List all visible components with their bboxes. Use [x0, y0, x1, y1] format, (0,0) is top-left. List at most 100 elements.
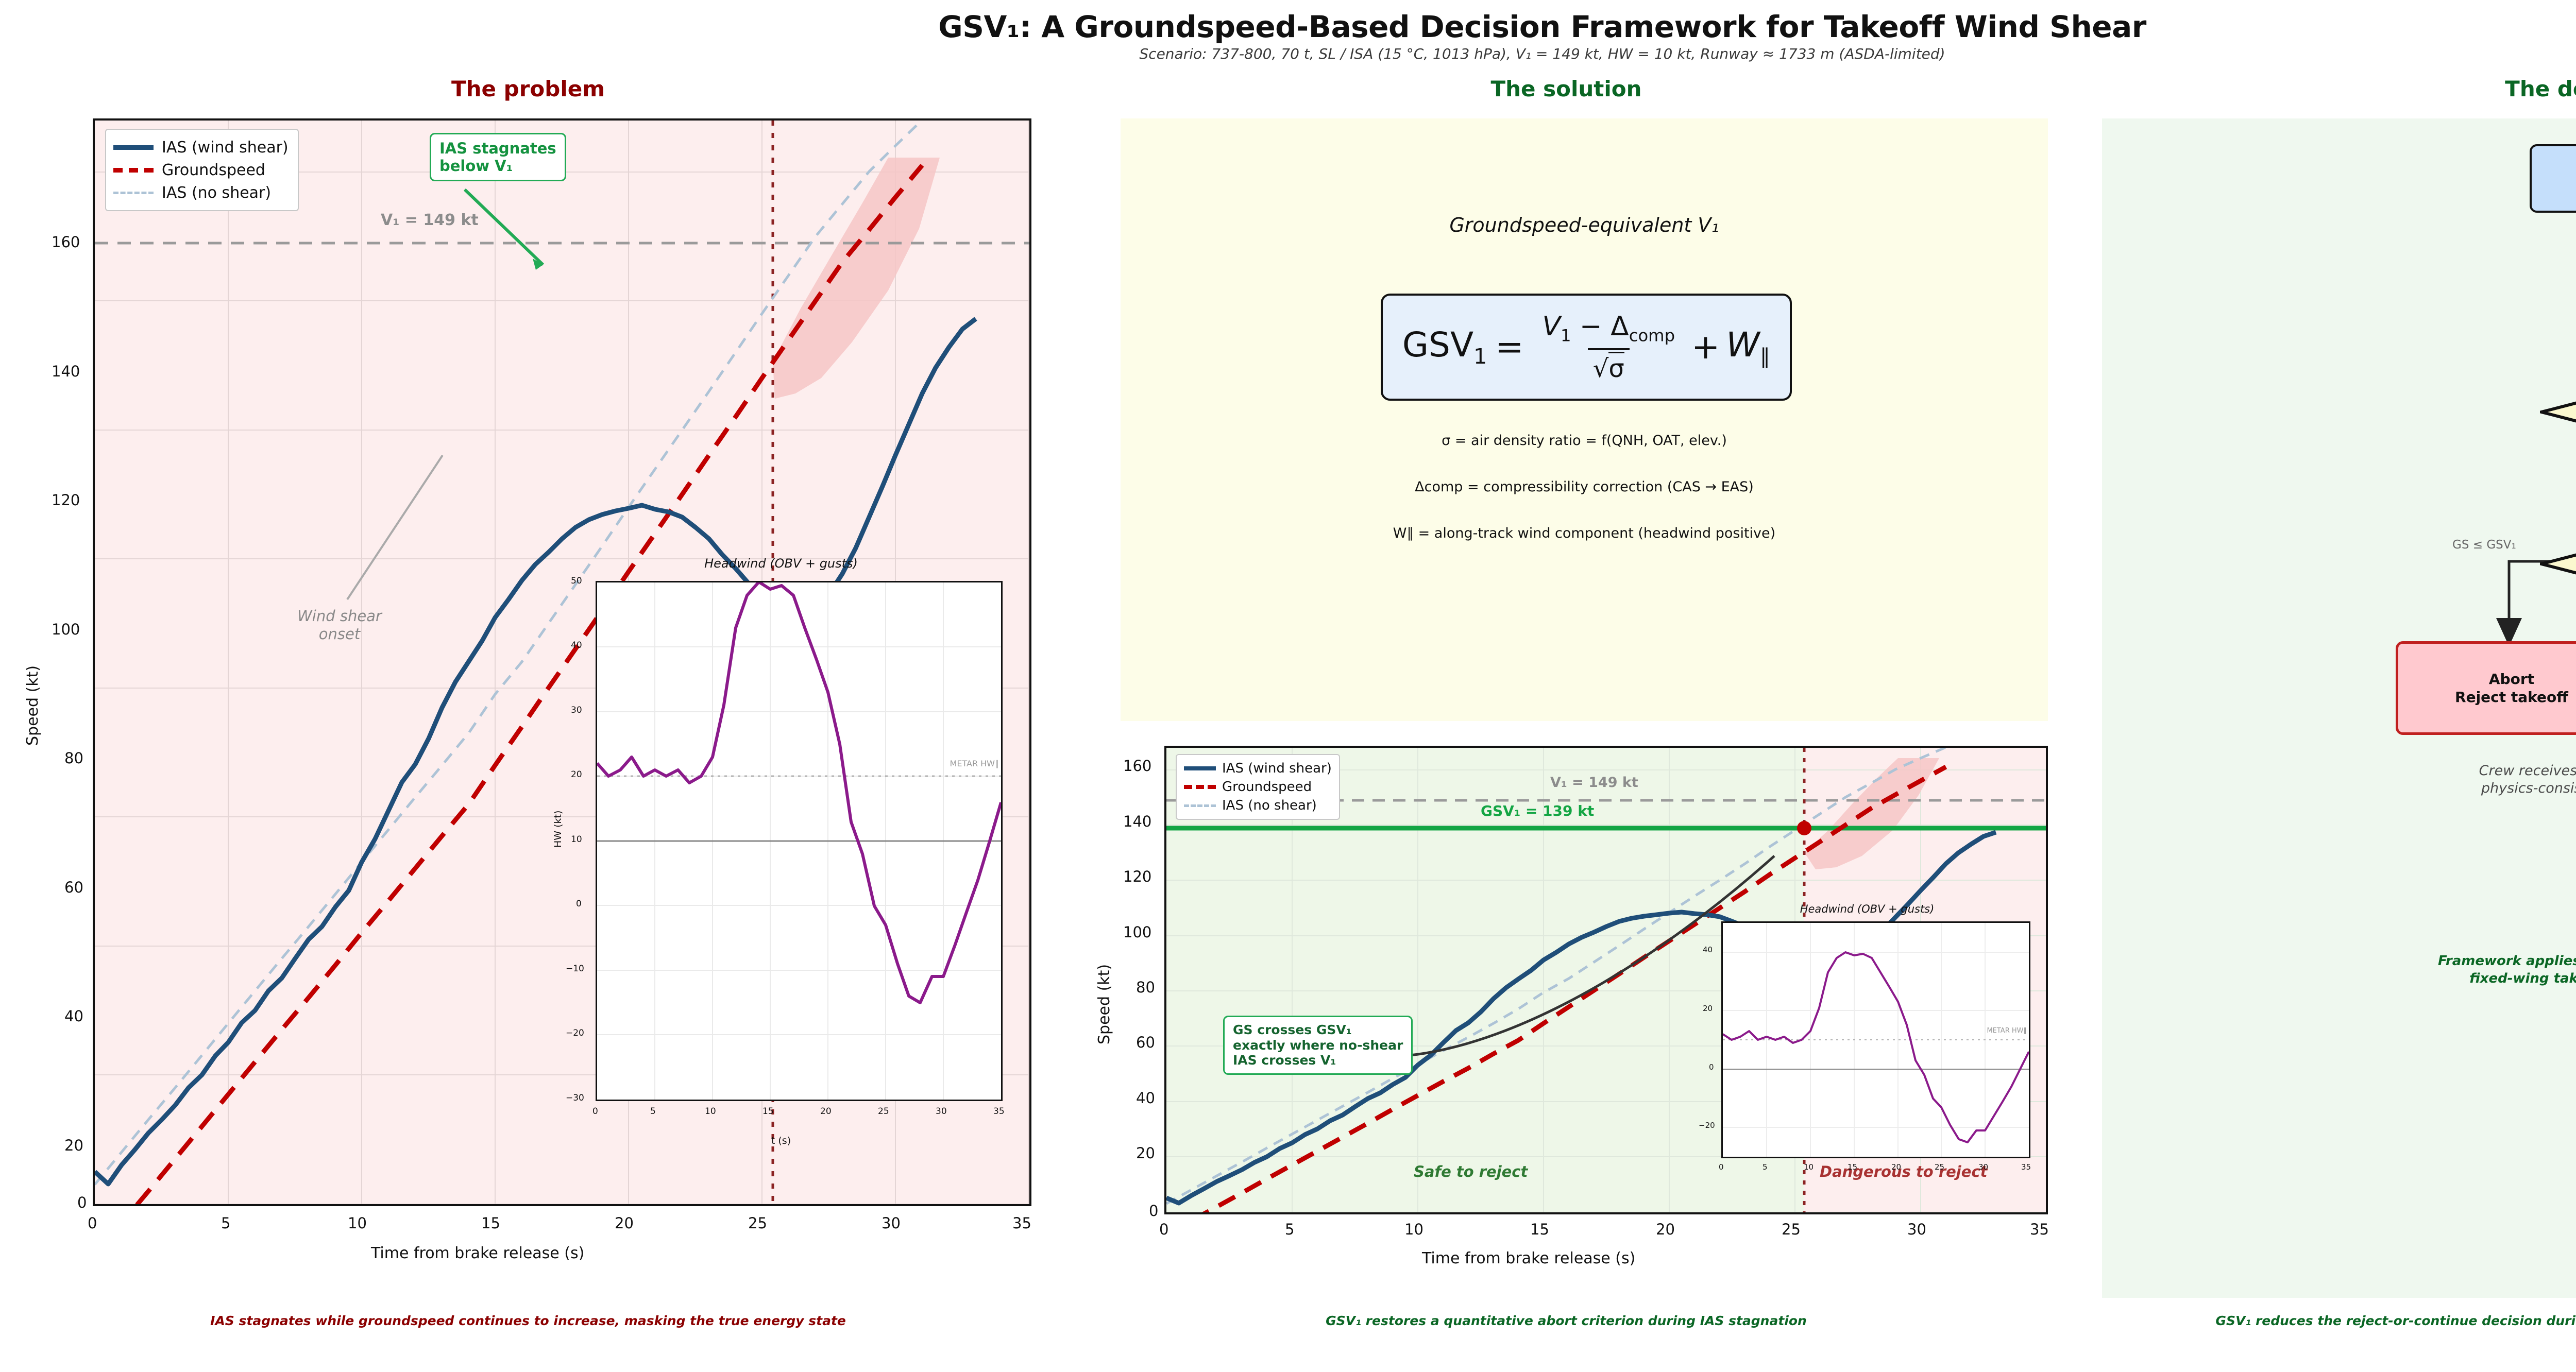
inset-ytick: 50 [571, 576, 582, 586]
formula-wind-term: W∥ [1726, 325, 1771, 369]
inset-xtick: 5 [1762, 1162, 1768, 1172]
decision-caption: GSV₁ reduces the reject-or-continue deci… [2215, 1313, 2576, 1328]
solution-xlabel: Time from brake release (s) [1422, 1249, 1636, 1267]
panel-solution-title: The solution [1490, 76, 1642, 101]
ytick: 0 [1149, 1202, 1159, 1220]
formula-heading: Groundspeed-equivalent V₁ [1449, 214, 1719, 236]
xtick: 0 [88, 1214, 97, 1232]
flow-decision-gs-vs-gsv1[interactable]: GS vs GSV₁ ? [2540, 523, 2576, 605]
legend-label: Groundspeed [162, 161, 265, 179]
inset-xtick: 20 [820, 1106, 832, 1117]
ytick: 20 [1136, 1144, 1155, 1162]
dangerous-to-reject-label: Dangerous to reject [1820, 1163, 1988, 1180]
inset-xtick: 30 [1978, 1162, 1989, 1172]
xtick: 35 [1012, 1214, 1031, 1232]
legend-item: Groundspeed [113, 159, 289, 181]
inset-plot-area: METAR HW∥ [1721, 921, 2030, 1158]
formula-equals: = [1495, 327, 1524, 367]
inset-xtick: 5 [650, 1106, 656, 1117]
inset-ytick: 20 [1703, 1004, 1713, 1013]
legend-item: Groundspeed [1184, 778, 1332, 796]
solution-inset: Headwind (OBV + gusts) METAR HW∥ [1689, 903, 2045, 1198]
xtick: 10 [1404, 1221, 1423, 1238]
xtick: 15 [1530, 1221, 1549, 1238]
safe-to-reject-label: Safe to reject [1414, 1163, 1528, 1180]
figure-title: GSV₁: A Groundspeed-Based Decision Frame… [938, 9, 2146, 44]
xtick: 35 [2030, 1221, 2049, 1238]
problem-ylabel: Speed (kt) [24, 665, 42, 746]
metar-hw-label: METAR HW∥ [950, 759, 999, 768]
ytick: 120 [52, 491, 80, 509]
formula-lhs: GSV1 [1402, 325, 1487, 369]
inset-ytick: 30 [571, 705, 582, 715]
v1-label: V₁ = 149 kt [381, 211, 479, 229]
inset-xtick: 35 [993, 1106, 1005, 1117]
ytick: 100 [52, 621, 80, 638]
onset-leader-line [346, 454, 444, 601]
inset-ylabel: HW (kt) [552, 810, 564, 848]
formula-fraction: V1 − Δcomp √σ [1537, 311, 1680, 384]
ias-noshear-swatch [113, 191, 154, 194]
inset-xtick: 30 [936, 1106, 947, 1117]
formula-def-sigma: σ = air density ratio = f(QNH, OAT, elev… [1442, 433, 1727, 449]
ytick: 0 [77, 1194, 87, 1211]
inset-xtick: 0 [1719, 1162, 1724, 1172]
flow-decision-ias-stagnates[interactable]: IAS stagnates? (GS rising?) [2540, 371, 2576, 453]
ytick: 40 [1136, 1089, 1155, 1107]
inset-ytick: 0 [1709, 1062, 1714, 1072]
flow-brief-box[interactable]: Brief: "WS GS gate = __ kt" [2530, 144, 2576, 213]
inset-xtick: 35 [2021, 1162, 2031, 1172]
inset-ytick: 0 [576, 899, 582, 909]
xtick: 25 [1782, 1221, 1801, 1238]
gs-crosses-annotation: GS crosses GSV₁ exactly where no-shear I… [1223, 1016, 1413, 1075]
ytick: 60 [1136, 1034, 1155, 1051]
inset-ytick: −20 [566, 1028, 584, 1038]
xtick: 5 [1285, 1221, 1295, 1238]
ias-noshear-swatch [1184, 804, 1216, 807]
problem-caption: IAS stagnates while groundspeed continue… [210, 1313, 846, 1328]
inset-ytick: 40 [571, 640, 582, 650]
panel-problem-title: The problem [451, 76, 605, 101]
ias-windshear-swatch [113, 145, 154, 150]
stagnates-arrow [463, 188, 545, 270]
inset-xlabel: t (s) [771, 1135, 791, 1146]
ytick: 60 [64, 879, 83, 896]
problem-plot-area: IAS (wind shear) Groundspeed IAS (no she… [93, 118, 1031, 1206]
ytick: 80 [1136, 979, 1155, 996]
flow-abort-box[interactable]: Abort Reject takeoff [2396, 641, 2576, 735]
formula-block: Groundspeed-equivalent V₁ GSV1 = V1 − Δc… [1121, 118, 2048, 721]
inset-ytick: 40 [1703, 945, 1713, 954]
inset-xtick: 0 [592, 1106, 598, 1117]
flow-left-branch-label: GS ≤ GSV₁ [2452, 538, 2516, 552]
xtick: 5 [221, 1214, 231, 1232]
inset-title: Headwind (OBV + gusts) [1800, 903, 1935, 915]
xtick: 25 [748, 1214, 767, 1232]
formula-def-wind: W∥ = along-track wind component (headwin… [1393, 525, 1776, 541]
xtick: 0 [1159, 1221, 1169, 1238]
ytick: 160 [52, 233, 80, 251]
legend-label: IAS (wind shear) [162, 138, 289, 157]
xtick: 20 [615, 1214, 634, 1232]
ytick: 160 [1123, 757, 1152, 775]
legend-item: IAS (no shear) [113, 181, 289, 204]
inset-ytick: 10 [571, 834, 582, 845]
xtick: 30 [1907, 1221, 1926, 1238]
wind-shear-onset-label: Wind shear onset [297, 607, 382, 643]
diamond-shape [2540, 553, 2576, 575]
inset-plot-area: METAR HW∥ [596, 581, 1003, 1101]
formula-plus: + [1691, 327, 1720, 367]
problem-xlabel: Time from brake release (s) [371, 1244, 585, 1262]
formula-def-delta: Δcomp = compressibility correction (CAS … [1415, 479, 1754, 495]
xtick: 15 [481, 1214, 500, 1232]
ytick: 80 [64, 749, 83, 767]
inset-xtick: 15 [1848, 1162, 1858, 1172]
legend-label: IAS (no shear) [1222, 798, 1317, 813]
xtick: 10 [348, 1214, 367, 1232]
inset-xtick: 25 [878, 1106, 889, 1117]
legend-label: Groundspeed [1222, 779, 1312, 795]
inset-xtick: 15 [762, 1106, 774, 1117]
ytick: 20 [64, 1137, 83, 1154]
formula-numerator: V1 − Δcomp [1542, 311, 1675, 346]
metar-hw-label: METAR HW∥ [1987, 1027, 2027, 1035]
inset-xtick: 25 [1935, 1162, 1945, 1172]
